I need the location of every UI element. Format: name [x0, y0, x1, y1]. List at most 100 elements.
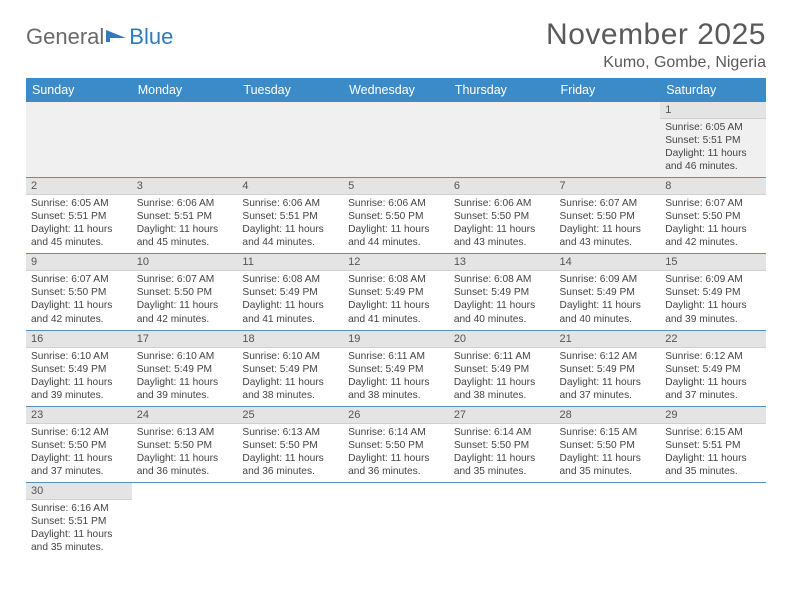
daylight-line-1: Daylight: 11 hours: [454, 452, 550, 465]
daylight-line-2: and 37 minutes.: [560, 389, 656, 402]
daylight-line-2: and 39 minutes.: [31, 389, 127, 402]
day-cell: 30Sunrise: 6:16 AMSunset: 5:51 PMDayligh…: [26, 482, 132, 558]
daylight-line-2: and 40 minutes.: [454, 313, 550, 326]
daylight-line-1: Daylight: 11 hours: [560, 452, 656, 465]
day-number: 22: [660, 331, 766, 348]
empty-cell: [132, 102, 238, 178]
sunset-line: Sunset: 5:51 PM: [665, 439, 761, 452]
daylight-line-1: Daylight: 11 hours: [242, 223, 338, 236]
sunset-line: Sunset: 5:49 PM: [31, 363, 127, 376]
daylight-line-2: and 39 minutes.: [665, 313, 761, 326]
sunset-line: Sunset: 5:50 PM: [137, 439, 233, 452]
sunrise-line: Sunrise: 6:11 AM: [348, 350, 444, 363]
daylight-line-2: and 41 minutes.: [242, 313, 338, 326]
day-cell: 4Sunrise: 6:06 AMSunset: 5:51 PMDaylight…: [237, 178, 343, 254]
sunrise-line: Sunrise: 6:07 AM: [31, 273, 127, 286]
empty-cell: [660, 482, 766, 558]
day-cell: 18Sunrise: 6:10 AMSunset: 5:49 PMDayligh…: [237, 330, 343, 406]
daylight-line-1: Daylight: 11 hours: [137, 223, 233, 236]
day-content: Sunrise: 6:16 AMSunset: 5:51 PMDaylight:…: [26, 500, 132, 558]
sunrise-line: Sunrise: 6:05 AM: [665, 121, 761, 134]
daylight-line-2: and 43 minutes.: [454, 236, 550, 249]
calendar-row: 30Sunrise: 6:16 AMSunset: 5:51 PMDayligh…: [26, 482, 766, 558]
day-number: 4: [237, 178, 343, 195]
day-content: Sunrise: 6:08 AMSunset: 5:49 PMDaylight:…: [237, 271, 343, 329]
daylight-line-1: Daylight: 11 hours: [348, 223, 444, 236]
daylight-line-1: Daylight: 11 hours: [454, 376, 550, 389]
daylight-line-1: Daylight: 11 hours: [348, 376, 444, 389]
sunrise-line: Sunrise: 6:10 AM: [31, 350, 127, 363]
day-number: 8: [660, 178, 766, 195]
day-cell: 25Sunrise: 6:13 AMSunset: 5:50 PMDayligh…: [237, 406, 343, 482]
calendar-row: 1Sunrise: 6:05 AMSunset: 5:51 PMDaylight…: [26, 102, 766, 178]
day-cell: 24Sunrise: 6:13 AMSunset: 5:50 PMDayligh…: [132, 406, 238, 482]
day-number: 5: [343, 178, 449, 195]
day-content: Sunrise: 6:11 AMSunset: 5:49 PMDaylight:…: [343, 348, 449, 406]
day-number: 25: [237, 407, 343, 424]
daylight-line-2: and 42 minutes.: [31, 313, 127, 326]
sunrise-line: Sunrise: 6:15 AM: [560, 426, 656, 439]
daylight-line-1: Daylight: 11 hours: [665, 452, 761, 465]
daylight-line-2: and 35 minutes.: [31, 541, 127, 554]
day-number: 18: [237, 331, 343, 348]
sunset-line: Sunset: 5:49 PM: [242, 363, 338, 376]
weekday-header: Thursday: [449, 78, 555, 102]
daylight-line-1: Daylight: 11 hours: [560, 376, 656, 389]
sunrise-line: Sunrise: 6:07 AM: [560, 197, 656, 210]
sunset-line: Sunset: 5:50 PM: [454, 210, 550, 223]
sunset-line: Sunset: 5:51 PM: [242, 210, 338, 223]
day-number: 15: [660, 254, 766, 271]
daylight-line-2: and 37 minutes.: [31, 465, 127, 478]
sunrise-line: Sunrise: 6:10 AM: [242, 350, 338, 363]
sunrise-line: Sunrise: 6:11 AM: [454, 350, 550, 363]
sunrise-line: Sunrise: 6:07 AM: [137, 273, 233, 286]
sunset-line: Sunset: 5:49 PM: [137, 363, 233, 376]
header: General Blue November 2025 Kumo, Gombe, …: [26, 18, 766, 72]
day-content: Sunrise: 6:06 AMSunset: 5:50 PMDaylight:…: [343, 195, 449, 253]
day-content: Sunrise: 6:05 AMSunset: 5:51 PMDaylight:…: [26, 195, 132, 253]
calendar-table: SundayMondayTuesdayWednesdayThursdayFrid…: [26, 78, 766, 558]
daylight-line-2: and 41 minutes.: [348, 313, 444, 326]
daylight-line-1: Daylight: 11 hours: [31, 528, 127, 541]
day-content: Sunrise: 6:15 AMSunset: 5:51 PMDaylight:…: [660, 424, 766, 482]
weekday-header: Monday: [132, 78, 238, 102]
day-cell: 11Sunrise: 6:08 AMSunset: 5:49 PMDayligh…: [237, 254, 343, 330]
sunset-line: Sunset: 5:49 PM: [348, 286, 444, 299]
day-cell: 20Sunrise: 6:11 AMSunset: 5:49 PMDayligh…: [449, 330, 555, 406]
day-content: Sunrise: 6:06 AMSunset: 5:50 PMDaylight:…: [449, 195, 555, 253]
weekday-header: Friday: [555, 78, 661, 102]
weekday-header-row: SundayMondayTuesdayWednesdayThursdayFrid…: [26, 78, 766, 102]
day-content: Sunrise: 6:10 AMSunset: 5:49 PMDaylight:…: [26, 348, 132, 406]
daylight-line-2: and 46 minutes.: [665, 160, 761, 173]
sunset-line: Sunset: 5:49 PM: [560, 363, 656, 376]
day-content: Sunrise: 6:07 AMSunset: 5:50 PMDaylight:…: [26, 271, 132, 329]
day-cell: 7Sunrise: 6:07 AMSunset: 5:50 PMDaylight…: [555, 178, 661, 254]
sunrise-line: Sunrise: 6:06 AM: [454, 197, 550, 210]
daylight-line-2: and 42 minutes.: [665, 236, 761, 249]
weekday-header: Wednesday: [343, 78, 449, 102]
day-cell: 21Sunrise: 6:12 AMSunset: 5:49 PMDayligh…: [555, 330, 661, 406]
empty-cell: [555, 102, 661, 178]
sunset-line: Sunset: 5:49 PM: [665, 286, 761, 299]
day-cell: 9Sunrise: 6:07 AMSunset: 5:50 PMDaylight…: [26, 254, 132, 330]
day-number: 30: [26, 483, 132, 500]
logo-text-1: General: [26, 24, 104, 50]
logo: General Blue: [26, 18, 173, 50]
sunset-line: Sunset: 5:50 PM: [137, 286, 233, 299]
sunrise-line: Sunrise: 6:06 AM: [137, 197, 233, 210]
day-cell: 22Sunrise: 6:12 AMSunset: 5:49 PMDayligh…: [660, 330, 766, 406]
day-cell: 27Sunrise: 6:14 AMSunset: 5:50 PMDayligh…: [449, 406, 555, 482]
day-content: Sunrise: 6:08 AMSunset: 5:49 PMDaylight:…: [449, 271, 555, 329]
day-content: Sunrise: 6:11 AMSunset: 5:49 PMDaylight:…: [449, 348, 555, 406]
day-cell: 2Sunrise: 6:05 AMSunset: 5:51 PMDaylight…: [26, 178, 132, 254]
day-number: 13: [449, 254, 555, 271]
empty-cell: [343, 102, 449, 178]
sunset-line: Sunset: 5:50 PM: [454, 439, 550, 452]
sunrise-line: Sunrise: 6:06 AM: [348, 197, 444, 210]
day-cell: 19Sunrise: 6:11 AMSunset: 5:49 PMDayligh…: [343, 330, 449, 406]
sunset-line: Sunset: 5:51 PM: [137, 210, 233, 223]
daylight-line-2: and 44 minutes.: [348, 236, 444, 249]
daylight-line-2: and 40 minutes.: [560, 313, 656, 326]
daylight-line-1: Daylight: 11 hours: [665, 147, 761, 160]
daylight-line-1: Daylight: 11 hours: [454, 299, 550, 312]
